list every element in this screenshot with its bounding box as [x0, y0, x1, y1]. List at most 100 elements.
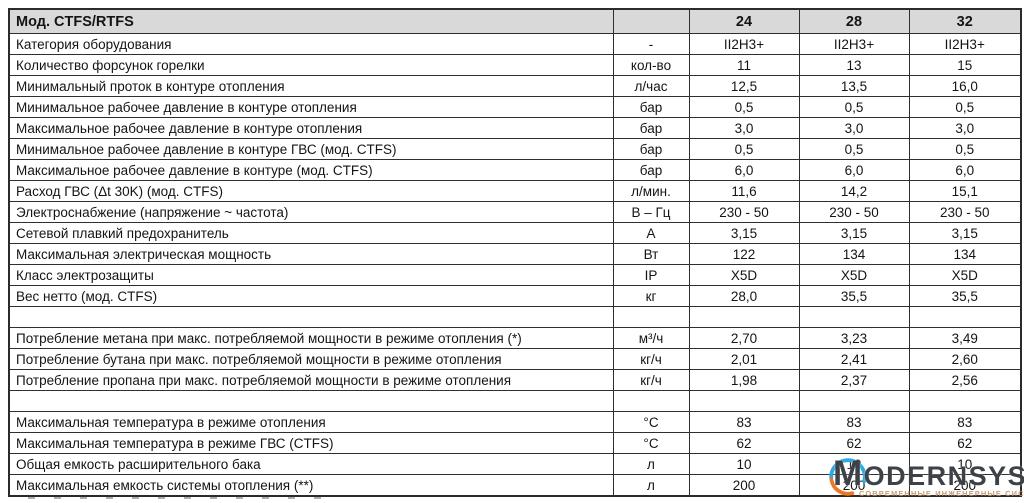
row-value-24: 28,0 — [688, 285, 800, 307]
row-value-28: 0,5 — [798, 138, 910, 160]
row-unit: л/час — [612, 75, 690, 97]
row-value-24: 2,70 — [688, 327, 800, 349]
row-value-24: 2,01 — [688, 348, 800, 370]
row-label — [8, 390, 614, 412]
clipped-next-row — [28, 496, 328, 499]
row-unit: кг — [612, 285, 690, 307]
row-value-24: 1,98 — [688, 369, 800, 391]
row-value-32: 2,60 — [908, 348, 1022, 370]
row-label: Электроснабжение (напряжение ~ частота) — [8, 201, 614, 223]
row-unit: бар — [612, 117, 690, 139]
row-value-28: 62 — [798, 432, 910, 454]
table-row: Вес нетто (мод. CTFS) кг 28,0 35,5 35,5 — [8, 285, 1022, 307]
model-column-28: 28 — [798, 8, 910, 34]
table-row: Максимальное рабочее давление в контуре … — [8, 117, 1022, 139]
row-value-32: II2H3+ — [908, 33, 1022, 55]
table-row: Общая емкость расширительного бака л 10 10 1… — [8, 453, 1022, 475]
table-row: Электроснабжение (напряжение ~ частота) В… — [8, 201, 1022, 223]
row-unit — [612, 390, 690, 412]
row-label: Минимальный проток в контуре отопления — [8, 75, 614, 97]
spacer-row — [8, 306, 1022, 328]
row-value-24: 122 — [688, 243, 800, 265]
table-row: Максимальная электрическая мощность Вт 122… — [8, 243, 1022, 265]
table-row: Максимальная температура в режиме отопле… — [8, 411, 1022, 433]
row-value-32: 2,56 — [908, 369, 1022, 391]
row-label: Максимальная температура в режиме отопле… — [8, 411, 614, 433]
table-row: Расход ГВС (Δt 30K) (мод. CTFS) л/мин. 11,… — [8, 180, 1022, 202]
row-value-24: 11,6 — [688, 180, 800, 202]
row-value-32: 15,1 — [908, 180, 1022, 202]
row-value-28: 10 — [798, 453, 910, 475]
row-label: Общая емкость расширительного бака — [8, 453, 614, 475]
row-value-32 — [908, 390, 1022, 412]
row-label: Количество форсунок горелки — [8, 54, 614, 76]
row-label: Максимальная электрическая мощность — [8, 243, 614, 265]
row-unit: л — [612, 474, 690, 497]
row-value-28: 200 — [798, 474, 910, 497]
row-label: Минимальное рабочее давление в контуре о… — [8, 96, 614, 118]
row-unit: - — [612, 33, 690, 55]
row-value-28: 3,23 — [798, 327, 910, 349]
row-label: Максимальное рабочее давление в контуре … — [8, 159, 614, 181]
row-unit: кол-во — [612, 54, 690, 76]
row-value-32: 35,5 — [908, 285, 1022, 307]
row-value-24: 0,5 — [688, 96, 800, 118]
table-row: Минимальное рабочее давление в контуре Г… — [8, 138, 1022, 160]
table-row: Максимальное рабочее давление в контуре … — [8, 159, 1022, 181]
table-row: Количество форсунок горелки кол-во 11 13 15 — [8, 54, 1022, 76]
row-value-24 — [688, 390, 800, 412]
row-value-28: 3,15 — [798, 222, 910, 244]
row-value-28: 13,5 — [798, 75, 910, 97]
row-unit: бар — [612, 96, 690, 118]
row-value-24: 83 — [688, 411, 800, 433]
row-value-32: 134 — [908, 243, 1022, 265]
row-value-24: II2H3+ — [688, 33, 800, 55]
row-value-32: 16,0 — [908, 75, 1022, 97]
spacer-row — [8, 390, 1022, 412]
row-value-24: 3,15 — [688, 222, 800, 244]
row-value-28: 0,5 — [798, 96, 910, 118]
row-unit: А — [612, 222, 690, 244]
row-value-32: 3,0 — [908, 117, 1022, 139]
row-label: Максимальная емкость системы отопления (… — [8, 474, 614, 497]
row-unit: кг/ч — [612, 369, 690, 391]
row-value-24: 6,0 — [688, 159, 800, 181]
row-value-24: 3,0 — [688, 117, 800, 139]
row-unit: л/мин. — [612, 180, 690, 202]
row-unit — [612, 306, 690, 328]
row-unit: л — [612, 453, 690, 475]
row-value-32: 6,0 — [908, 159, 1022, 181]
row-unit: В – Гц — [612, 201, 690, 223]
table-row: Сетевой плавкий предохранитель А 3,15 3,15 3… — [8, 222, 1022, 244]
model-column-24: 24 — [688, 8, 800, 34]
row-unit: Вт — [612, 243, 690, 265]
row-value-32: 230 - 50 — [908, 201, 1022, 223]
row-value-28 — [798, 306, 910, 328]
row-value-32: 15 — [908, 54, 1022, 76]
table-row: Максимальная температура в режиме ГВС (C… — [8, 432, 1022, 454]
row-value-28: 83 — [798, 411, 910, 433]
row-value-28: 2,37 — [798, 369, 910, 391]
row-value-24: 62 — [688, 432, 800, 454]
row-label: Потребление метана при макс. потребляемо… — [8, 327, 614, 349]
row-value-32: 83 — [908, 411, 1022, 433]
row-unit: IP — [612, 264, 690, 286]
row-unit: °C — [612, 432, 690, 454]
table-title: Мод. CTFS/RTFS — [8, 8, 614, 34]
row-value-24: 0,5 — [688, 138, 800, 160]
table-row: Потребление бутана при макс. потребляемо… — [8, 348, 1022, 370]
row-label: Максимальная температура в режиме ГВС (C… — [8, 432, 614, 454]
row-unit: °C — [612, 411, 690, 433]
row-value-24 — [688, 306, 800, 328]
row-label — [8, 306, 614, 328]
row-value-32: 0,5 — [908, 138, 1022, 160]
row-value-32 — [908, 306, 1022, 328]
row-unit: бар — [612, 138, 690, 160]
row-value-28: 14,2 — [798, 180, 910, 202]
row-value-24: X5D — [688, 264, 800, 286]
row-value-24: 11 — [688, 54, 800, 76]
row-label: Максимальное рабочее давление в контуре … — [8, 117, 614, 139]
row-label: Минимальное рабочее давление в контуре Г… — [8, 138, 614, 160]
row-value-28: 35,5 — [798, 285, 910, 307]
row-value-28: 3,0 — [798, 117, 910, 139]
